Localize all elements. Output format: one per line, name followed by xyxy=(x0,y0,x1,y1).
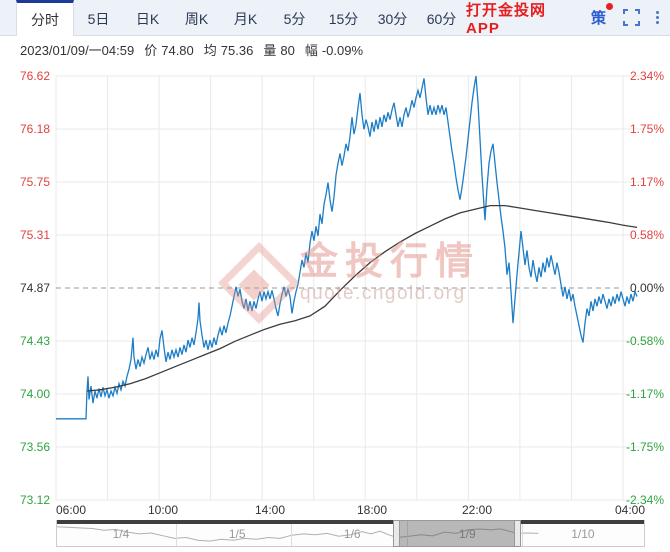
y-axis-right-label: -1.17% xyxy=(625,387,664,401)
quote-field-均: 均 75.36 xyxy=(203,43,254,58)
navigator-day-label-1/4: 1/4 xyxy=(112,527,130,541)
navigator-right-handle[interactable] xyxy=(513,520,521,547)
fullscreen-icon[interactable] xyxy=(623,9,640,26)
y-axis-right-label: 1.75% xyxy=(629,122,664,136)
tab-5日[interactable]: 5日 xyxy=(87,11,110,27)
scrollbar-left[interactable] xyxy=(57,520,397,524)
y-axis-right-label: -0.58% xyxy=(625,334,664,348)
x-axis-time-label: 22:00 xyxy=(461,503,493,517)
x-axis-time-label: 04:00 xyxy=(614,503,645,517)
toolbar-right: 打开金投网APP 策 xyxy=(466,0,670,37)
price-line xyxy=(56,75,638,420)
y-axis-left-label: 73.56 xyxy=(19,440,50,454)
tab-月K[interactable]: 月K xyxy=(233,11,258,27)
y-axis-left-label: 74.43 xyxy=(19,334,50,348)
x-axis-time-label: 18:00 xyxy=(356,503,388,517)
y-axis-left-label: 76.18 xyxy=(19,122,50,136)
period-tabs: 分时 5日 日K 周K 月K 5分 15分 30分 60分 xyxy=(0,0,466,36)
strategy-button[interactable]: 策 xyxy=(590,3,613,28)
y-axis-left-label: 75.75 xyxy=(19,175,50,189)
tab-分时[interactable]: 分时 xyxy=(16,0,74,36)
quote-field-幅: 幅 -0.09% xyxy=(304,43,364,58)
tab-30分[interactable]: 30分 xyxy=(377,11,408,27)
chart-toolbar: 分时 5日 日K 周K 月K 5分 15分 30分 60分 打开金投网APP 策 xyxy=(0,0,670,37)
y-axis-left-label: 74.87 xyxy=(19,281,50,295)
x-axis-time-label: 14:00 xyxy=(254,503,286,517)
notification-dot xyxy=(606,3,613,10)
tab-5分[interactable]: 5分 xyxy=(283,11,306,27)
navigator-selected-range[interactable] xyxy=(396,520,518,547)
y-axis-right-label: -2.34% xyxy=(625,493,664,507)
navigator-left-handle[interactable] xyxy=(393,520,401,547)
datetime-label: 2023/01/09/一04:59 xyxy=(20,43,135,58)
navigator-day-label-1/6: 1/6 xyxy=(343,527,361,541)
navigator-day-separator xyxy=(522,521,524,546)
y-axis-right-label: 2.34% xyxy=(629,69,664,83)
tab-日K[interactable]: 日K xyxy=(135,11,160,27)
y-axis-left-label: 75.31 xyxy=(19,228,50,242)
y-axis-left-label: 76.62 xyxy=(19,69,50,83)
navigator-day-label-1/5: 1/5 xyxy=(228,527,246,541)
range-navigator[interactable]: 1/4 1/5 1/6 1/9 1/10 xyxy=(56,520,645,547)
quote-field-价: 价 74.80 xyxy=(144,43,194,58)
navigator-day-separator xyxy=(406,521,408,546)
tab-15分[interactable]: 15分 xyxy=(328,11,359,27)
y-axis-left-label: 73.12 xyxy=(19,493,50,507)
tab-周K[interactable]: 周K xyxy=(184,11,209,27)
y-axis-right-label: 0.00% xyxy=(629,281,664,295)
navigator-day-label-1/9: 1/9 xyxy=(458,527,476,541)
navigator-day-label-1/10: 1/10 xyxy=(571,527,595,541)
tab-60分[interactable]: 60分 xyxy=(426,11,457,27)
scrollbar-right[interactable] xyxy=(517,520,644,524)
y-axis-right-label: -1.75% xyxy=(625,440,664,454)
strategy-label: 策 xyxy=(590,10,606,27)
x-axis-time-label: 06:00 xyxy=(56,503,87,517)
quote-field-量: 量 80 xyxy=(263,43,295,58)
navigator-mini-chart xyxy=(57,526,539,542)
kebab-menu-icon[interactable] xyxy=(653,9,662,26)
navigator-day-separator xyxy=(175,521,177,546)
navigator-day-separator xyxy=(291,521,293,546)
average-line xyxy=(86,204,638,392)
y-axis-left-label: 74.00 xyxy=(19,387,50,401)
open-app-link[interactable]: 打开金投网APP xyxy=(466,1,547,37)
y-axis-right-label: 0.58% xyxy=(629,228,664,242)
x-axis-time-label: 10:00 xyxy=(147,503,179,517)
y-axis-right-label: 1.17% xyxy=(629,175,664,189)
quote-info-bar: 2023/01/09/一04:59 价 74.80 均 75.36 量 80 幅 -0.09% xyxy=(20,40,363,59)
